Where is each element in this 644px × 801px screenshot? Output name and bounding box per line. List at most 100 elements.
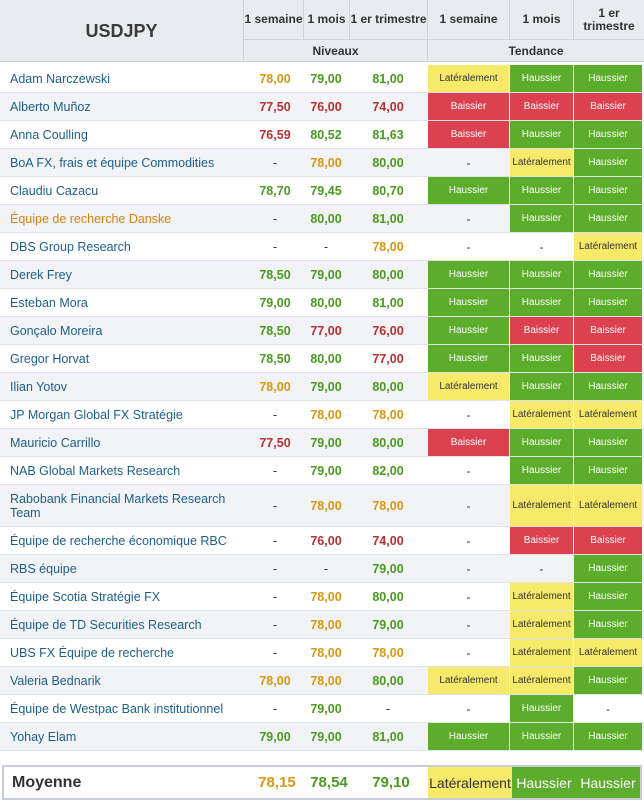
average-level-quarter: 79,10 — [372, 774, 410, 791]
level-week: 78,00 — [259, 71, 291, 86]
currency-pair-title: USDJPY — [0, 0, 244, 62]
average-level-week: 78,15 — [258, 774, 296, 791]
trend-month: Latéralement — [510, 485, 573, 526]
level-week: 78,50 — [259, 351, 291, 366]
analyst-name[interactable]: DBS Group Research — [10, 239, 131, 254]
trend-week: - — [466, 645, 471, 660]
level-quarter: 77,00 — [372, 351, 404, 366]
level-week: - — [272, 155, 278, 170]
trend-month: Baissier — [510, 93, 573, 120]
analyst-name[interactable]: Valeria Bednarik — [10, 673, 101, 688]
trend-quarter: Haussier — [574, 555, 642, 582]
level-month: 79,00 — [310, 729, 342, 744]
level-quarter: 79,00 — [372, 561, 404, 576]
analyst-name[interactable]: Gonçalo Moreira — [10, 323, 103, 338]
level-quarter: 80,00 — [372, 267, 404, 282]
table-row: Anna Coulling 76,59 80,52 81,63 Baissier Haus… — [0, 121, 644, 149]
trend-quarter: Haussier — [574, 723, 642, 750]
trend-month: Latéralement — [510, 611, 573, 638]
analyst-name[interactable]: Équipe de TD Securities Research — [10, 617, 202, 632]
level-week: - — [272, 239, 278, 254]
analyst-name[interactable]: UBS FX Équipe de recherche — [10, 645, 174, 660]
level-month: 78,00 — [310, 498, 342, 513]
table-row: Ilian Yotov 78,00 79,00 80,00 Latéralement Ha… — [0, 373, 644, 401]
level-week: 78,00 — [259, 379, 291, 394]
analyst-name[interactable]: Équipe de Westpac Bank institutionnel — [10, 701, 224, 716]
level-month: 80,00 — [310, 351, 342, 366]
level-week: - — [272, 701, 278, 716]
trend-week: - — [466, 533, 471, 548]
level-month: 80,00 — [310, 211, 342, 226]
analyst-name[interactable]: Équipe de recherche économique RBC — [10, 533, 227, 548]
analyst-name[interactable]: Anna Coulling — [10, 127, 88, 142]
level-month: 79,00 — [310, 267, 342, 282]
level-month: 78,00 — [310, 407, 342, 422]
analyst-name[interactable]: Mauricio Carrillo — [10, 435, 101, 450]
level-quarter: 80,00 — [372, 435, 404, 450]
table-row: BoA FX, frais et équipe Commodities - 78,0… — [0, 149, 644, 177]
level-week: - — [272, 211, 278, 226]
analyst-name[interactable]: Ilian Yotov — [10, 379, 67, 394]
trend-month: Baissier — [510, 527, 573, 554]
level-week: - — [272, 533, 278, 548]
level-month: 80,52 — [310, 127, 342, 142]
trend-quarter: Haussier — [574, 611, 642, 638]
analyst-name[interactable]: BoA FX, frais et équipe Commodities — [10, 155, 215, 170]
col-trend-week: 1 semaine — [428, 0, 510, 40]
analyst-name[interactable]: Yohay Elam — [10, 729, 77, 744]
table-row: Esteban Mora 79,00 80,00 81,00 Haussier Hauss… — [0, 289, 644, 317]
trend-week: - — [466, 589, 471, 604]
analyst-name[interactable]: JP Morgan Global FX Stratégie — [10, 407, 183, 422]
level-quarter: 82,00 — [372, 463, 404, 478]
analyst-name[interactable]: Alberto Muñoz — [10, 99, 91, 114]
trend-month: Haussier — [510, 695, 573, 722]
analyst-name[interactable]: Claudiu Cazacu — [10, 183, 99, 198]
table-row: Adam Narczewski 78,00 79,00 81,00 Latéraleme… — [0, 65, 644, 93]
analyst-name[interactable]: NAB Global Markets Research — [10, 463, 181, 478]
table-row: Derek Frey 78,50 79,00 80,00 Haussier Haussie… — [0, 261, 644, 289]
level-week: 79,00 — [259, 729, 291, 744]
trend-quarter: Haussier — [574, 177, 642, 204]
level-week: - — [272, 645, 278, 660]
analyst-name[interactable]: Équipe de recherche Danske — [10, 211, 172, 226]
level-quarter: 76,00 — [372, 323, 404, 338]
trend-month: Haussier — [510, 289, 573, 316]
trend-week: - — [466, 239, 471, 254]
col-levels-week: 1 semaine — [244, 0, 304, 40]
trend-quarter: Haussier — [574, 261, 642, 288]
trend-month: Haussier — [510, 429, 573, 456]
level-quarter: 81,00 — [372, 71, 404, 86]
trend-week: Haussier — [428, 317, 509, 344]
level-quarter: 81,00 — [372, 295, 404, 310]
level-month: 77,00 — [310, 323, 342, 338]
analyst-name[interactable]: Derek Frey — [10, 267, 72, 282]
analyst-name[interactable]: Adam Narczewski — [10, 71, 111, 86]
level-quarter: 78,00 — [372, 645, 404, 660]
level-quarter: 74,00 — [372, 533, 404, 548]
level-week: 77,50 — [259, 435, 291, 450]
trend-month: Latéralement — [510, 149, 573, 176]
trend-quarter: Latéralement — [574, 233, 642, 260]
level-month: 78,00 — [310, 617, 342, 632]
level-week: 78,70 — [259, 183, 291, 198]
trend-quarter: Baissier — [574, 93, 642, 120]
trend-month: - — [539, 239, 544, 254]
table-row: Claudiu Cazacu 78,70 79,45 80,70 Haussier Hau… — [0, 177, 644, 205]
analyst-name[interactable]: Gregor Horvat — [10, 351, 90, 366]
level-month: 79,00 — [310, 435, 342, 450]
table-row: Équipe de recherche Danske - 80,00 81,00 - Ha… — [0, 205, 644, 233]
analyst-name[interactable]: Esteban Mora — [10, 295, 88, 310]
table-row: Alberto Muñoz 77,50 76,00 74,00 Baissier Bais… — [0, 93, 644, 121]
trend-week: Latéralement — [428, 373, 509, 400]
trend-week: Haussier — [428, 289, 509, 316]
level-week: - — [272, 561, 278, 576]
level-week: - — [272, 589, 278, 604]
analyst-name[interactable]: Rabobank Financial Markets Research Team — [10, 491, 226, 520]
table-row: RBS équipe - - 79,00 - - Haussier — [0, 555, 644, 583]
analyst-name[interactable]: Équipe Scotia Stratégie FX — [10, 589, 161, 604]
level-week: 79,00 — [259, 295, 291, 310]
forecast-rows: Adam Narczewski 78,00 79,00 81,00 Latéraleme… — [0, 65, 644, 751]
level-quarter: 80,00 — [372, 673, 404, 688]
analyst-name[interactable]: RBS équipe — [10, 561, 77, 576]
table-row: Équipe de recherche économique RBC - 76,00… — [0, 527, 644, 555]
